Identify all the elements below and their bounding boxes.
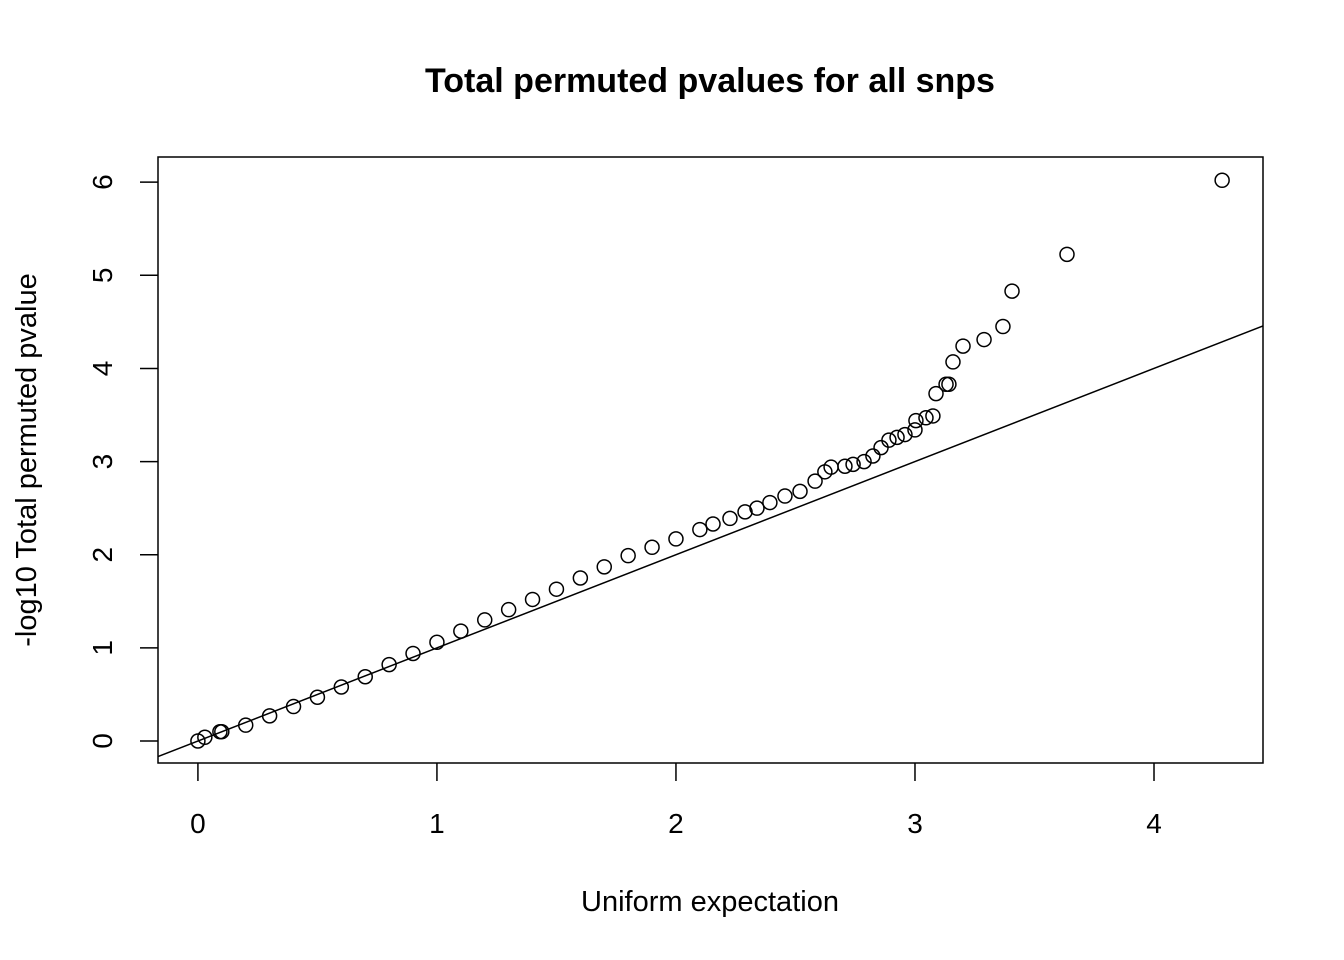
point	[596, 559, 613, 575]
plot-frame	[157, 156, 1264, 764]
x-tick-label: 2	[668, 808, 684, 839]
y-tick-label: 0	[87, 733, 118, 749]
y-tick-label: 5	[87, 268, 118, 284]
point	[1004, 283, 1020, 299]
point	[524, 591, 541, 608]
point	[925, 408, 941, 424]
point	[722, 510, 738, 527]
point	[941, 376, 957, 393]
point	[453, 623, 469, 639]
point	[429, 634, 445, 651]
point	[938, 376, 954, 393]
x-tick-label: 3	[907, 808, 923, 839]
point	[500, 601, 517, 618]
point	[845, 456, 861, 473]
point	[214, 723, 230, 740]
point	[237, 717, 254, 733]
point	[856, 453, 872, 470]
point	[197, 729, 213, 746]
point	[976, 331, 992, 348]
y-tick-label: 3	[87, 454, 118, 470]
x-axis-label: Uniform expectation	[581, 886, 839, 918]
point	[873, 439, 889, 456]
y-tick-label: 1	[87, 640, 118, 656]
reference-line	[157, 325, 1264, 758]
point	[955, 338, 971, 354]
y-axis-label: -log10 Total permuted pvalue	[11, 273, 43, 647]
point	[889, 429, 905, 446]
point	[705, 516, 721, 532]
point	[762, 494, 778, 511]
point	[908, 412, 924, 429]
point	[644, 539, 660, 556]
point	[668, 531, 684, 547]
point	[572, 570, 589, 586]
point	[837, 458, 853, 474]
point	[817, 464, 833, 480]
point	[865, 448, 881, 464]
point	[357, 668, 373, 685]
point	[907, 422, 923, 438]
point	[381, 656, 397, 673]
point	[620, 547, 636, 564]
point	[285, 698, 302, 715]
point	[777, 488, 793, 504]
point	[261, 708, 278, 724]
point	[995, 318, 1011, 335]
point	[928, 385, 944, 402]
point	[807, 473, 823, 489]
point	[548, 581, 565, 597]
point	[476, 612, 493, 628]
point	[897, 426, 913, 443]
point	[945, 354, 961, 370]
point	[918, 410, 934, 426]
point	[309, 689, 326, 705]
point	[1059, 246, 1075, 263]
chart-title: Total permuted pvalues for all snps	[425, 62, 995, 100]
point	[1214, 172, 1230, 189]
x-tick-label: 0	[190, 808, 206, 839]
point	[692, 521, 708, 538]
x-tick-label: 4	[1146, 808, 1162, 839]
point	[823, 459, 839, 475]
point	[881, 432, 897, 448]
y-tick-label: 2	[87, 547, 118, 563]
y-tick-label: 4	[87, 361, 118, 377]
point	[792, 483, 808, 500]
point	[749, 500, 765, 516]
y-tick-label: 6	[87, 174, 118, 190]
x-tick-label: 1	[429, 808, 445, 839]
point	[333, 679, 350, 695]
point	[737, 504, 753, 520]
point	[405, 645, 421, 662]
